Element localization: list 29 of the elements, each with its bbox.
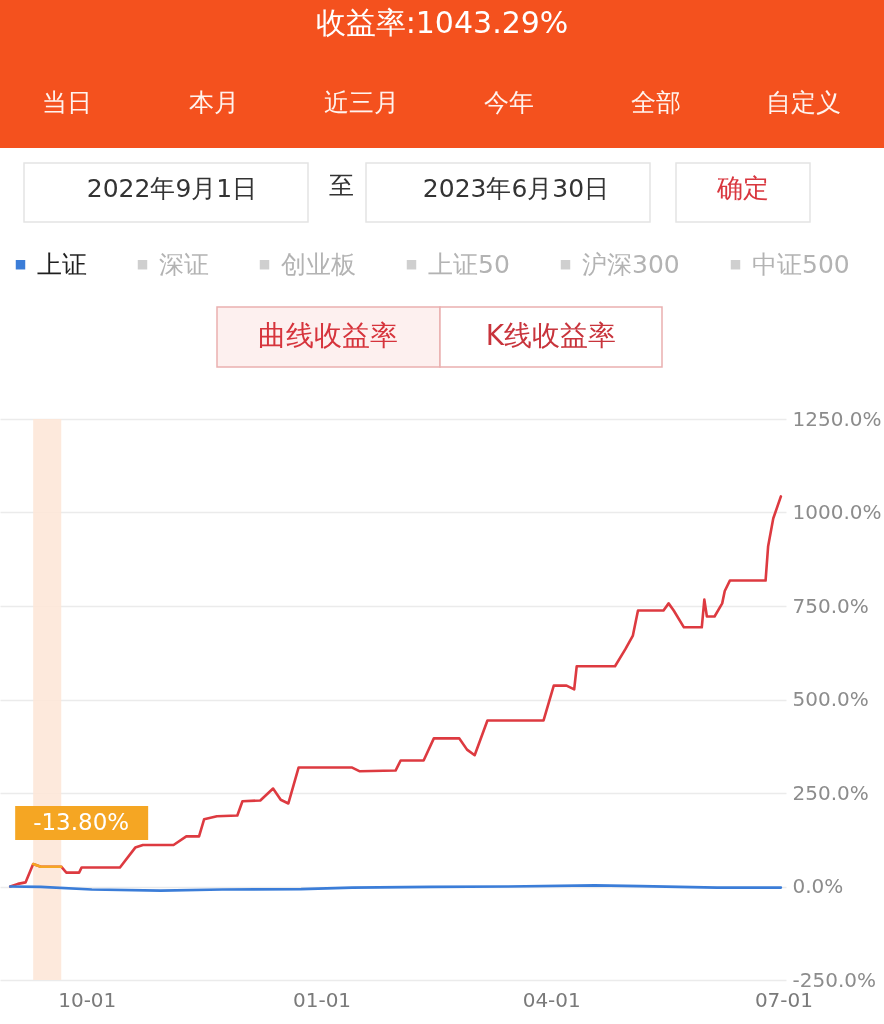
text: 近三月 [323, 88, 399, 117]
legend-label: 深证 [159, 249, 209, 279]
x-tick-label: 04-01 [522, 987, 581, 1012]
y-tick-label: 250.0% [792, 780, 869, 805]
text: 至 [328, 171, 354, 200]
y-tick-label: 0.0% [792, 874, 844, 898]
text: 2022年9月1日 [86, 174, 258, 203]
y-tick-label: 750.0% [792, 593, 869, 618]
y-tick-label: 500.0% [792, 687, 869, 711]
legend-label: 中证500 [752, 249, 850, 279]
legend-label: 创业板 [281, 249, 356, 279]
y-tick-label: 1250.0% [792, 406, 882, 431]
y-tick-label: 1000.0% [792, 500, 882, 524]
x-tick-label: 01-01 [292, 987, 352, 1012]
text: 今年 [483, 88, 534, 117]
legend-label: 上证 [37, 249, 87, 279]
text: 本月 [189, 88, 239, 117]
text: 自定义 [765, 88, 841, 117]
text: 曲线收益率 [258, 319, 398, 352]
band-label: -13.80% [33, 809, 130, 835]
text: 当日 [41, 88, 92, 117]
legend-label: 沪深300 [582, 249, 680, 279]
chart-title: 收益率:1043.29% [315, 5, 569, 40]
x-tick-label: 10-01 [58, 987, 117, 1012]
text: 全部 [631, 88, 681, 117]
text: K线收益率 [485, 319, 617, 352]
text: 确定 [716, 173, 769, 203]
text: 2023年6月30日 [422, 174, 610, 203]
legend-label: 上证50 [428, 249, 510, 279]
